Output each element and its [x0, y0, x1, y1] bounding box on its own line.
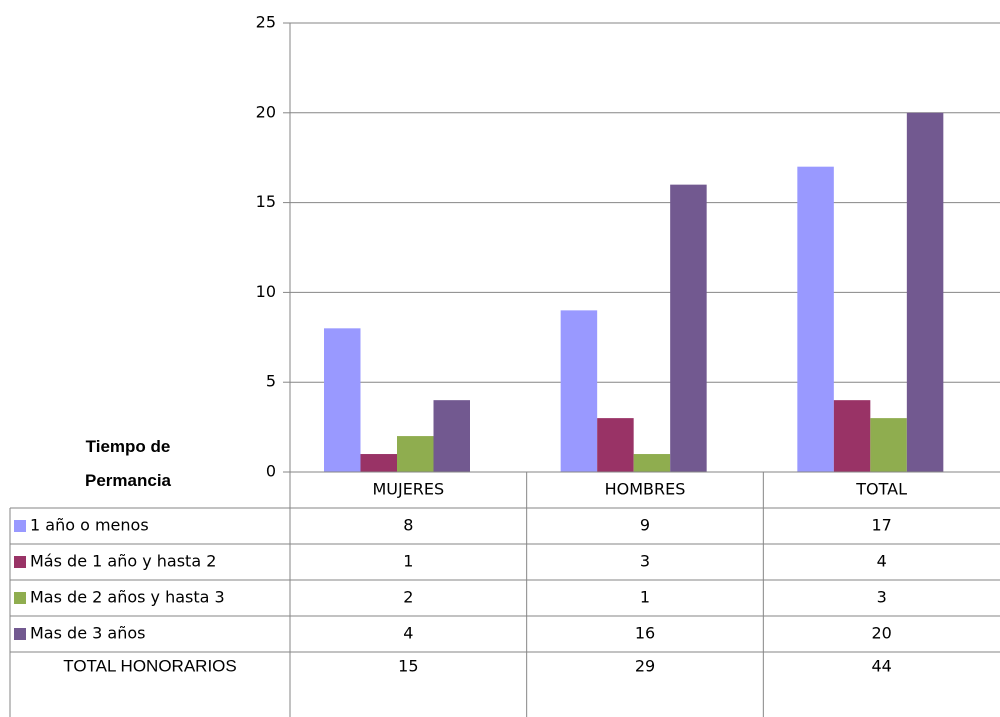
legend-label: Más de 1 año y hasta 2 — [30, 552, 216, 571]
table-cell: 20 — [871, 624, 891, 643]
bar — [560, 310, 598, 472]
y-tick-label: 25 — [256, 13, 276, 32]
legend-swatch — [14, 520, 26, 532]
y-tick-label: 0 — [266, 462, 276, 481]
bar — [870, 418, 907, 472]
legend-swatch — [14, 628, 26, 640]
table-cell: 2 — [403, 588, 413, 607]
legend-label: Mas de 2 años y hasta 3 — [30, 588, 225, 607]
bar — [797, 166, 834, 472]
bar — [597, 418, 634, 472]
table-cell: 4 — [877, 552, 887, 571]
bar — [397, 436, 434, 472]
bar — [833, 400, 871, 472]
table-cell: 3 — [877, 588, 887, 607]
table-cell: 1 — [640, 588, 650, 607]
y-tick-label: 5 — [266, 372, 276, 391]
legend-label: 1 año o menos — [30, 516, 149, 535]
bar — [360, 454, 397, 472]
table-cell: 3 — [640, 552, 650, 571]
bar — [906, 112, 944, 473]
category-label: MUJERES — [372, 480, 444, 499]
total-cell: 15 — [398, 657, 418, 676]
table-cell: 16 — [635, 624, 655, 643]
bar — [324, 328, 361, 472]
bar — [670, 184, 707, 472]
y-tick-label: 10 — [256, 282, 276, 301]
total-cell: 44 — [871, 657, 891, 676]
table-cell: 4 — [403, 624, 413, 643]
bar — [633, 454, 671, 472]
category-label: HOMBRES — [605, 480, 686, 499]
table-cell: 17 — [871, 516, 891, 535]
table-cell: 9 — [640, 516, 650, 535]
y-tick-label: 15 — [256, 192, 276, 211]
total-cell: 29 — [635, 657, 655, 676]
y-tick-label: 20 — [256, 102, 276, 121]
bar — [433, 400, 470, 472]
table-cell: 8 — [403, 516, 413, 535]
legend-swatch — [14, 592, 26, 604]
table-title: Tiempo de Permancia — [85, 437, 171, 490]
category-label: TOTAL — [855, 480, 907, 499]
legend-swatch — [14, 556, 26, 568]
table-cell: 1 — [403, 552, 413, 571]
total-label: TOTAL HONORARIOS — [63, 656, 237, 675]
legend-label: Mas de 3 años — [30, 624, 145, 643]
